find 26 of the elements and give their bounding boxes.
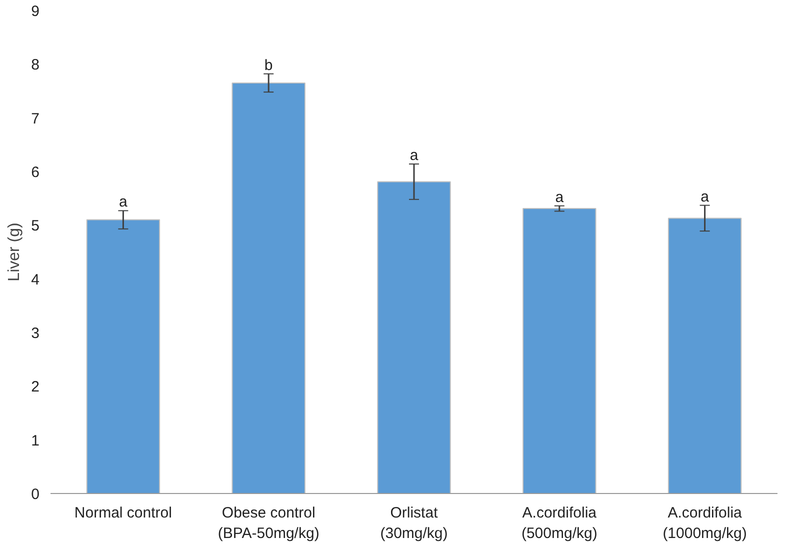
annotation: a <box>119 194 128 211</box>
annotation: b <box>264 56 273 74</box>
y-tick-label: 5 <box>31 218 40 235</box>
x-tick-label: Orlistat (30mg/kg) <box>380 504 448 542</box>
y-tick-label: 0 <box>31 486 40 503</box>
y-tick-label: 7 <box>31 110 40 128</box>
bar <box>377 181 451 494</box>
bar <box>86 219 160 494</box>
bar <box>668 218 742 494</box>
y-tick-label: 3 <box>31 325 40 342</box>
annotation: a <box>555 188 564 206</box>
x-tick-label: Normal control <box>74 504 172 522</box>
annotation: a <box>700 188 710 206</box>
y-tick-label: 4 <box>31 271 40 288</box>
y-axis-title: Liver (g) <box>6 222 24 282</box>
x-tick-label: A.cordifolia (1000mg/kg) <box>662 504 747 542</box>
y-tick-label: 6 <box>31 164 40 181</box>
y-tick-label: 1 <box>31 432 40 450</box>
y-tick-label: 8 <box>31 56 40 74</box>
bar <box>232 82 306 494</box>
x-tick-label: A.cordifolia (500mg/kg) <box>521 504 598 542</box>
x-tick-label: Obese control (BPA-50mg/kg) <box>218 504 320 542</box>
y-tick-label: 2 <box>31 378 40 396</box>
y-tick-label: 9 <box>31 3 40 20</box>
bar <box>522 208 596 494</box>
annotation: a <box>410 146 419 164</box>
